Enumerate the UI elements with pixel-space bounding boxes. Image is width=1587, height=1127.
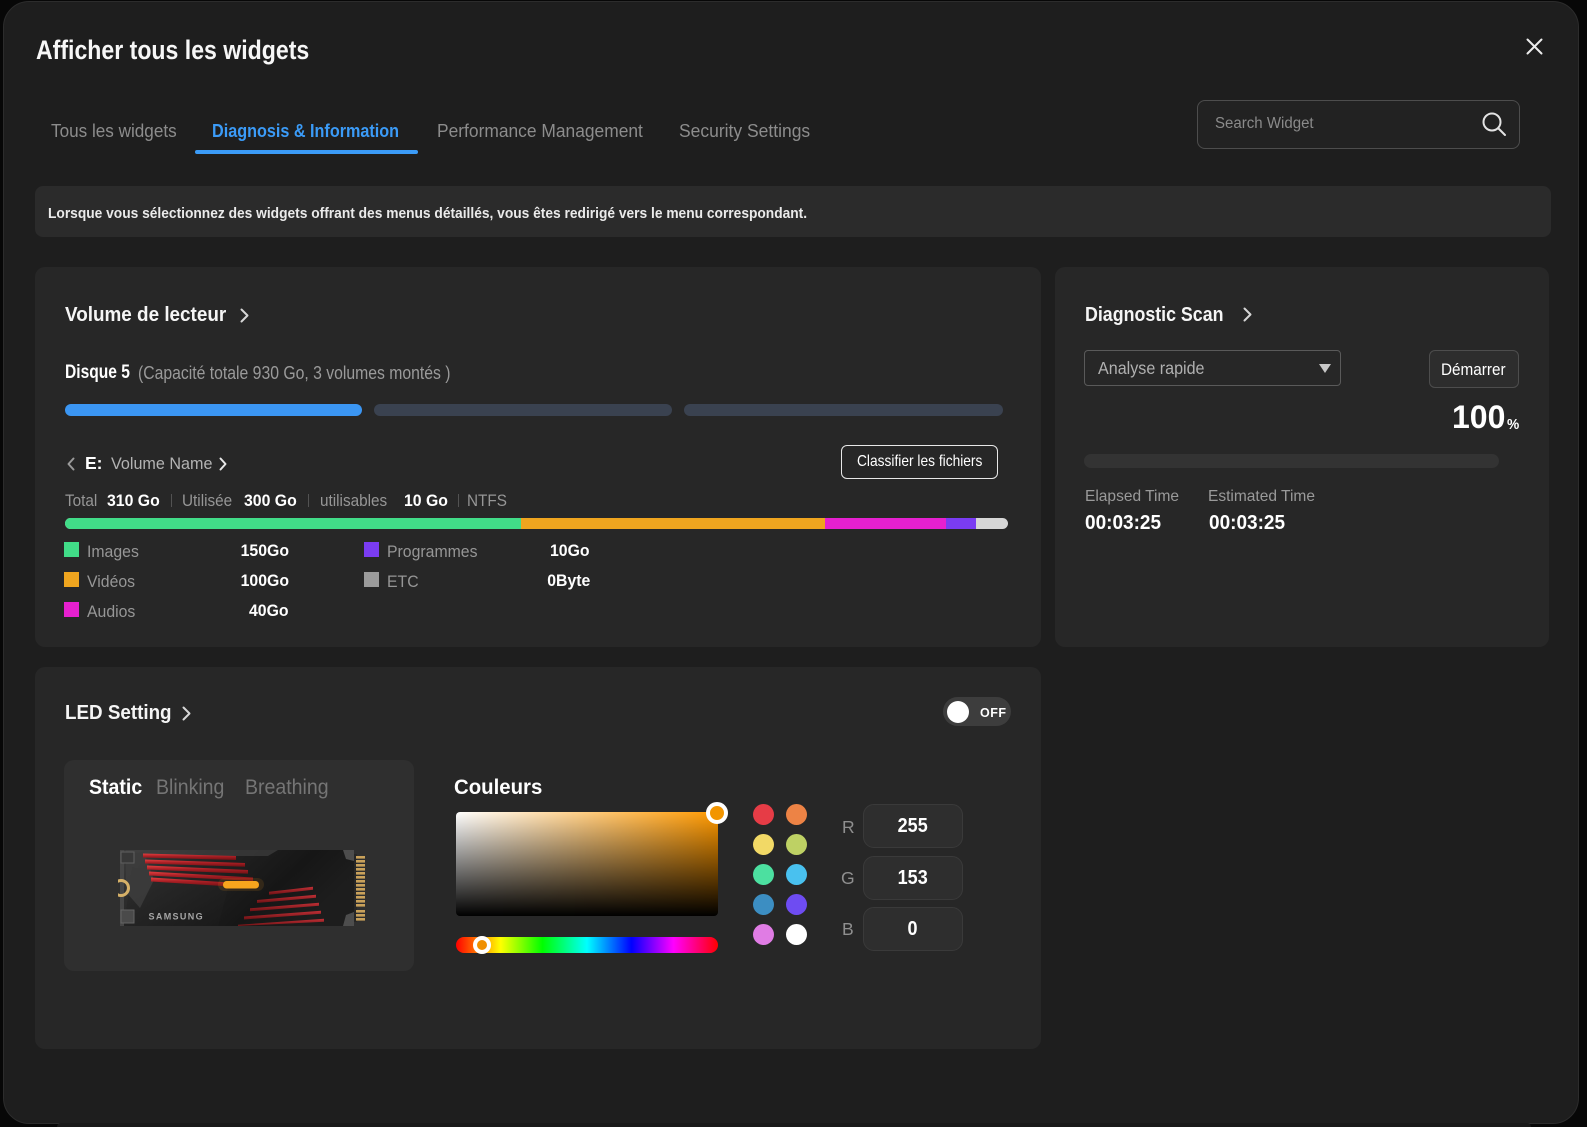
svg-text:SAMSUNG: SAMSUNG: [149, 912, 204, 922]
